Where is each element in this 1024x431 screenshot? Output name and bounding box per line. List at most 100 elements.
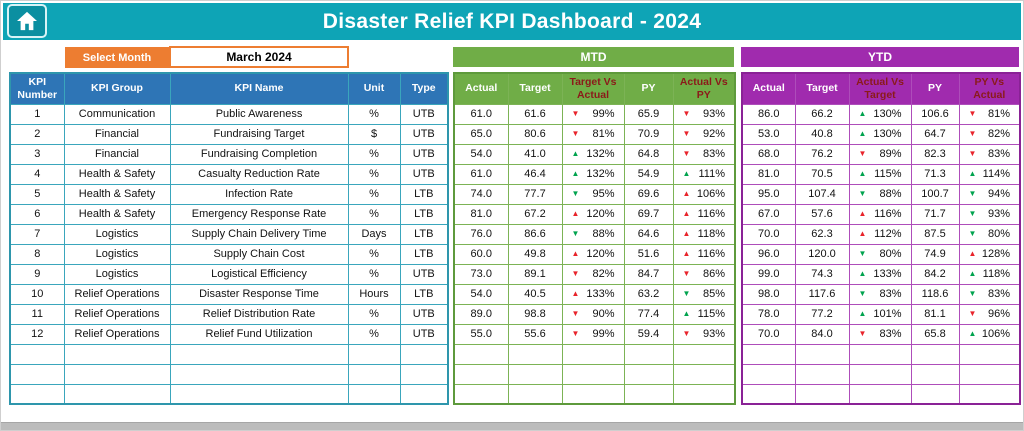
down-arrow-icon: ▼	[571, 229, 580, 238]
empty-cell	[958, 383, 1021, 405]
kpi-name-cell: Relief Distribution Rate	[169, 303, 349, 325]
empty-cell	[958, 363, 1021, 385]
empty-cell	[399, 363, 449, 385]
ytd-actual-cell: 99.0	[741, 263, 796, 285]
up-arrow-icon: ▲	[858, 129, 867, 138]
mtd-actual-cell: 61.0	[453, 103, 509, 125]
mtd-py-cell: 84.7	[623, 263, 674, 285]
trend-value: 88%	[879, 188, 902, 200]
select-month-button[interactable]: Select Month	[65, 47, 169, 68]
up-arrow-icon: ▲	[858, 309, 867, 318]
mtd-actual-vs-py-cell: ▼ 92%	[672, 123, 736, 145]
kpi-group-cell: Logistics	[63, 223, 171, 245]
empty-cell	[561, 363, 625, 385]
kpi-group-cell: Financial	[63, 123, 171, 145]
up-arrow-icon: ▲	[858, 109, 867, 118]
mtd-actual-vs-py-cell: ▲ 118%	[672, 223, 736, 245]
down-arrow-icon: ▼	[682, 329, 691, 338]
up-arrow-icon: ▲	[858, 269, 867, 278]
unit-cell: %	[347, 203, 401, 225]
month-value-dropdown[interactable]: March 2024	[169, 46, 349, 68]
trend-value: 83%	[879, 328, 902, 340]
mtd-header-row: Actual Target Target Vs Actual PY Actual Vs …	[453, 72, 736, 105]
trend-value: 92%	[702, 128, 725, 140]
mtd-py-cell: 69.7	[623, 203, 674, 225]
down-arrow-icon: ▼	[968, 149, 977, 158]
mtd-target-vs-actual-cell: ▼ 95%	[561, 183, 625, 205]
unit-cell: %	[347, 183, 401, 205]
mtd-actual-vs-py-cell: ▼ 93%	[672, 103, 736, 125]
trend-value: 133%	[586, 288, 615, 300]
type-cell: LTB	[399, 223, 449, 245]
unit-cell: Days	[347, 223, 401, 245]
empty-cell	[623, 363, 674, 385]
mtd-py-cell: 59.4	[623, 323, 674, 345]
empty-cell	[347, 363, 401, 385]
ytd-py-vs-actual-cell: ▲ 114%	[958, 163, 1021, 185]
mtd-actual-cell: 61.0	[453, 163, 509, 185]
empty-row	[9, 363, 449, 385]
kpi-number-cell: 11	[9, 303, 65, 325]
kpi-name-cell: Fundraising Completion	[169, 143, 349, 165]
trend-value: 82%	[592, 268, 615, 280]
ytd-actual-vs-target-cell: ▲ 130%	[848, 103, 912, 125]
page-title: Disaster Relief KPI Dashboard - 2024	[322, 9, 702, 33]
title-bar: Disaster Relief KPI Dashboard - 2024	[3, 3, 1021, 40]
up-arrow-icon: ▲	[682, 189, 691, 198]
unit-cell: %	[347, 243, 401, 265]
ytd-header-0: Actual	[741, 72, 796, 105]
mtd-actual-vs-py-cell: ▼ 93%	[672, 323, 736, 345]
mtd-actual-cell: 60.0	[453, 243, 509, 265]
type-cell: UTB	[399, 323, 449, 345]
type-cell: LTB	[399, 283, 449, 305]
empty-cell	[63, 383, 171, 405]
mtd-target-vs-actual-cell: ▲ 120%	[561, 243, 625, 265]
kpi-number-cell: 10	[9, 283, 65, 305]
ytd-actual-cell: 95.0	[741, 183, 796, 205]
kpi-group-cell: Logistics	[63, 263, 171, 285]
mtd-py-cell: 64.8	[623, 143, 674, 165]
kpi-row: 4 Health & Safety Casualty Reduction Rate%…	[9, 163, 449, 185]
ytd-header-4: PY Vs Actual	[958, 72, 1021, 105]
mtd-row: 76.0 86.6 ▼ 88% 64.6 ▲ 118%	[453, 223, 736, 245]
trend-value: 120%	[586, 208, 615, 220]
home-button[interactable]	[7, 4, 47, 38]
ytd-py-vs-actual-cell: ▲ 128%	[958, 243, 1021, 265]
mtd-actual-cell: 54.0	[453, 283, 509, 305]
up-arrow-icon: ▲	[858, 169, 867, 178]
info-header-0: KPI Number	[9, 72, 65, 105]
kpi-group-cell: Health & Safety	[63, 163, 171, 185]
ytd-py-cell: 87.5	[910, 223, 960, 245]
mtd-actual-cell: 55.0	[453, 323, 509, 345]
ytd-py-vs-actual-cell: ▼ 96%	[958, 303, 1021, 325]
kpi-name-cell: Supply Chain Cost	[169, 243, 349, 265]
ytd-actual-cell: 78.0	[741, 303, 796, 325]
up-arrow-icon: ▲	[858, 229, 867, 238]
kpi-row: 3 Financial Fundraising Completion% UTB	[9, 143, 449, 165]
trend-value: 96%	[987, 308, 1010, 320]
empty-cell	[794, 383, 850, 405]
mtd-row: 54.0 41.0 ▲ 132% 64.8 ▼ 83%	[453, 143, 736, 165]
ytd-actual-cell: 70.0	[741, 223, 796, 245]
unit-cell: %	[347, 103, 401, 125]
mtd-actual-cell: 54.0	[453, 143, 509, 165]
up-arrow-icon: ▲	[968, 269, 977, 278]
mtd-actual-vs-py-cell: ▼ 85%	[672, 283, 736, 305]
trend-value: 115%	[697, 308, 725, 320]
down-arrow-icon: ▼	[858, 249, 867, 258]
mtd-header-2: Target Vs Actual	[561, 72, 625, 105]
down-arrow-icon: ▼	[858, 289, 867, 298]
ytd-py-cell: 100.7	[910, 183, 960, 205]
ytd-table: Actual Target Actual Vs Target PY PY Vs Actu…	[741, 72, 1021, 405]
ytd-actual-vs-target-cell: ▼ 83%	[848, 283, 912, 305]
mtd-actual-cell: 89.0	[453, 303, 509, 325]
mtd-row: 55.0 55.6 ▼ 99% 59.4 ▼ 93%	[453, 323, 736, 345]
kpi-info-header-row: KPI Number KPI Group KPI Name Unit Type	[9, 72, 449, 105]
mtd-py-cell: 65.9	[623, 103, 674, 125]
empty-row	[741, 363, 1021, 385]
down-arrow-icon: ▼	[682, 269, 691, 278]
empty-cell	[910, 343, 960, 365]
ytd-actual-cell: 70.0	[741, 323, 796, 345]
kpi-number-cell: 1	[9, 103, 65, 125]
ytd-actual-vs-target-cell: ▲ 130%	[848, 123, 912, 145]
